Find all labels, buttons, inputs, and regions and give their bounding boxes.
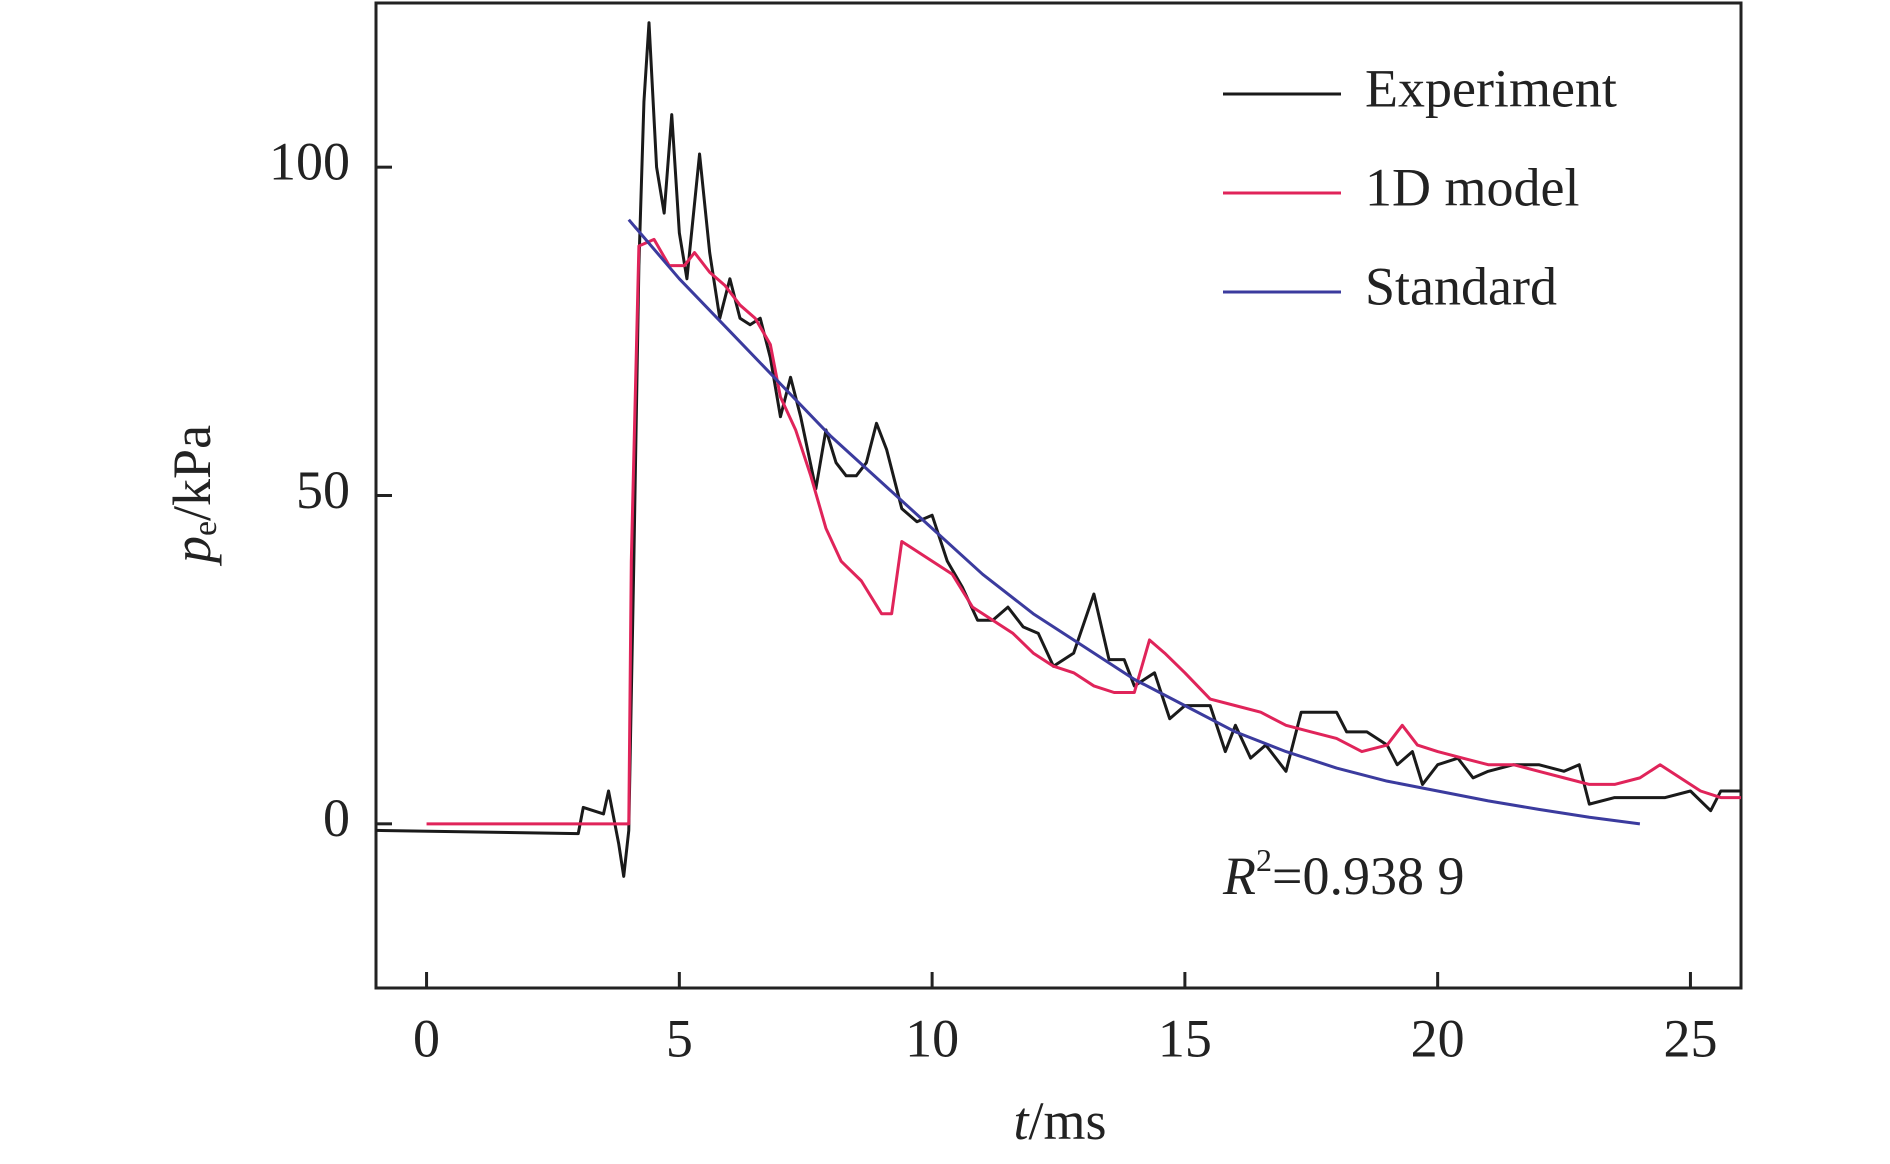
y-label-var: p bbox=[162, 536, 222, 567]
series-line bbox=[627, 218, 1641, 826]
legend-label: Standard bbox=[1365, 256, 1557, 316]
annotation: R2=0.938 9 bbox=[1222, 842, 1464, 906]
x-tick-label: 0 bbox=[413, 1008, 440, 1068]
plot-frame bbox=[374, 1, 1743, 990]
legend-label: Experiment bbox=[1365, 58, 1617, 118]
y-label-unit: /kPa bbox=[162, 425, 222, 521]
x-label-var: t bbox=[1013, 1091, 1030, 1151]
x-axis-label: t/ms bbox=[1013, 1091, 1106, 1151]
y-tick-label: 50 bbox=[296, 460, 350, 520]
x-tick-label: 25 bbox=[1663, 1008, 1717, 1068]
legend-label: 1D model bbox=[1365, 157, 1579, 217]
x-tick-label: 20 bbox=[1411, 1008, 1465, 1068]
x-tick-label: 5 bbox=[666, 1008, 693, 1068]
series-line bbox=[426, 237, 1741, 826]
x-tick-label: 15 bbox=[1158, 1008, 1212, 1068]
annotation-sup: 2 bbox=[1256, 842, 1272, 878]
y-tick-label: 100 bbox=[269, 132, 350, 192]
series-line bbox=[375, 21, 1741, 878]
y-axis-label: pe/kPa bbox=[162, 425, 223, 567]
annotation-var: R bbox=[1222, 846, 1256, 906]
y-tick-label: 0 bbox=[323, 788, 350, 848]
annotation-value: =0.938 9 bbox=[1272, 846, 1464, 906]
y-label-sub: e bbox=[187, 521, 224, 536]
x-tick-label: 10 bbox=[905, 1008, 959, 1068]
x-label-unit: /ms bbox=[1028, 1091, 1106, 1151]
